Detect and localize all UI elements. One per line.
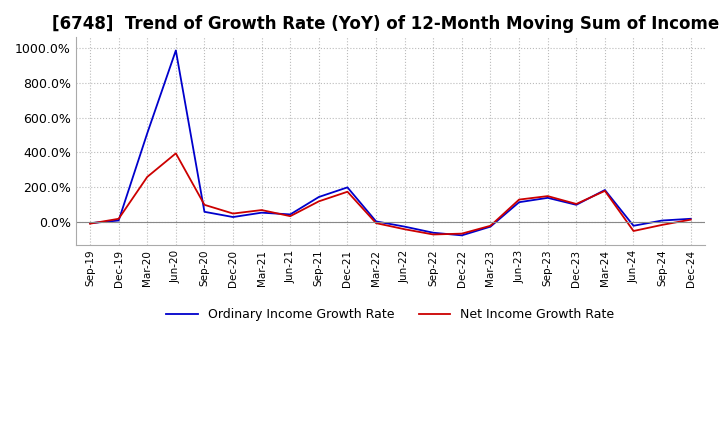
Ordinary Income Growth Rate [343, 185, 352, 190]
Ordinary Income Growth Rate [315, 194, 323, 200]
Ordinary Income Growth Rate [114, 218, 123, 223]
Ordinary Income Growth Rate [171, 48, 180, 53]
Net Income Growth Rate [686, 217, 695, 222]
Net Income Growth Rate [429, 232, 438, 237]
Ordinary Income Growth Rate [200, 209, 209, 214]
Ordinary Income Growth Rate [86, 220, 94, 226]
Net Income Growth Rate [86, 221, 94, 226]
Net Income Growth Rate [400, 227, 409, 232]
Ordinary Income Growth Rate [457, 233, 466, 238]
Net Income Growth Rate [372, 220, 380, 226]
Legend: Ordinary Income Growth Rate, Net Income Growth Rate: Ordinary Income Growth Rate, Net Income … [161, 303, 619, 326]
Ordinary Income Growth Rate [544, 195, 552, 201]
Ordinary Income Growth Rate [658, 218, 667, 223]
Net Income Growth Rate [486, 223, 495, 228]
Net Income Growth Rate [457, 231, 466, 236]
Ordinary Income Growth Rate [486, 224, 495, 229]
Net Income Growth Rate [257, 207, 266, 213]
Ordinary Income Growth Rate [429, 230, 438, 235]
Net Income Growth Rate [286, 213, 294, 219]
Ordinary Income Growth Rate [286, 212, 294, 217]
Net Income Growth Rate [171, 151, 180, 156]
Ordinary Income Growth Rate [515, 200, 523, 205]
Ordinary Income Growth Rate [372, 219, 380, 224]
Net Income Growth Rate [114, 216, 123, 221]
Net Income Growth Rate [343, 189, 352, 194]
Net Income Growth Rate [544, 194, 552, 199]
Net Income Growth Rate [572, 202, 580, 207]
Net Income Growth Rate [200, 202, 209, 208]
Line: Ordinary Income Growth Rate: Ordinary Income Growth Rate [90, 51, 690, 235]
Net Income Growth Rate [143, 174, 152, 180]
Ordinary Income Growth Rate [572, 202, 580, 208]
Net Income Growth Rate [629, 228, 638, 234]
Net Income Growth Rate [315, 199, 323, 204]
Title: [6748]  Trend of Growth Rate (YoY) of 12-Month Moving Sum of Incomes: [6748] Trend of Growth Rate (YoY) of 12-… [52, 15, 720, 33]
Ordinary Income Growth Rate [143, 131, 152, 136]
Net Income Growth Rate [229, 211, 238, 216]
Ordinary Income Growth Rate [229, 214, 238, 220]
Ordinary Income Growth Rate [400, 224, 409, 229]
Ordinary Income Growth Rate [686, 216, 695, 221]
Line: Net Income Growth Rate: Net Income Growth Rate [90, 154, 690, 235]
Net Income Growth Rate [515, 197, 523, 202]
Ordinary Income Growth Rate [629, 223, 638, 228]
Ordinary Income Growth Rate [257, 210, 266, 215]
Ordinary Income Growth Rate [600, 187, 609, 193]
Net Income Growth Rate [658, 222, 667, 227]
Net Income Growth Rate [600, 188, 609, 194]
